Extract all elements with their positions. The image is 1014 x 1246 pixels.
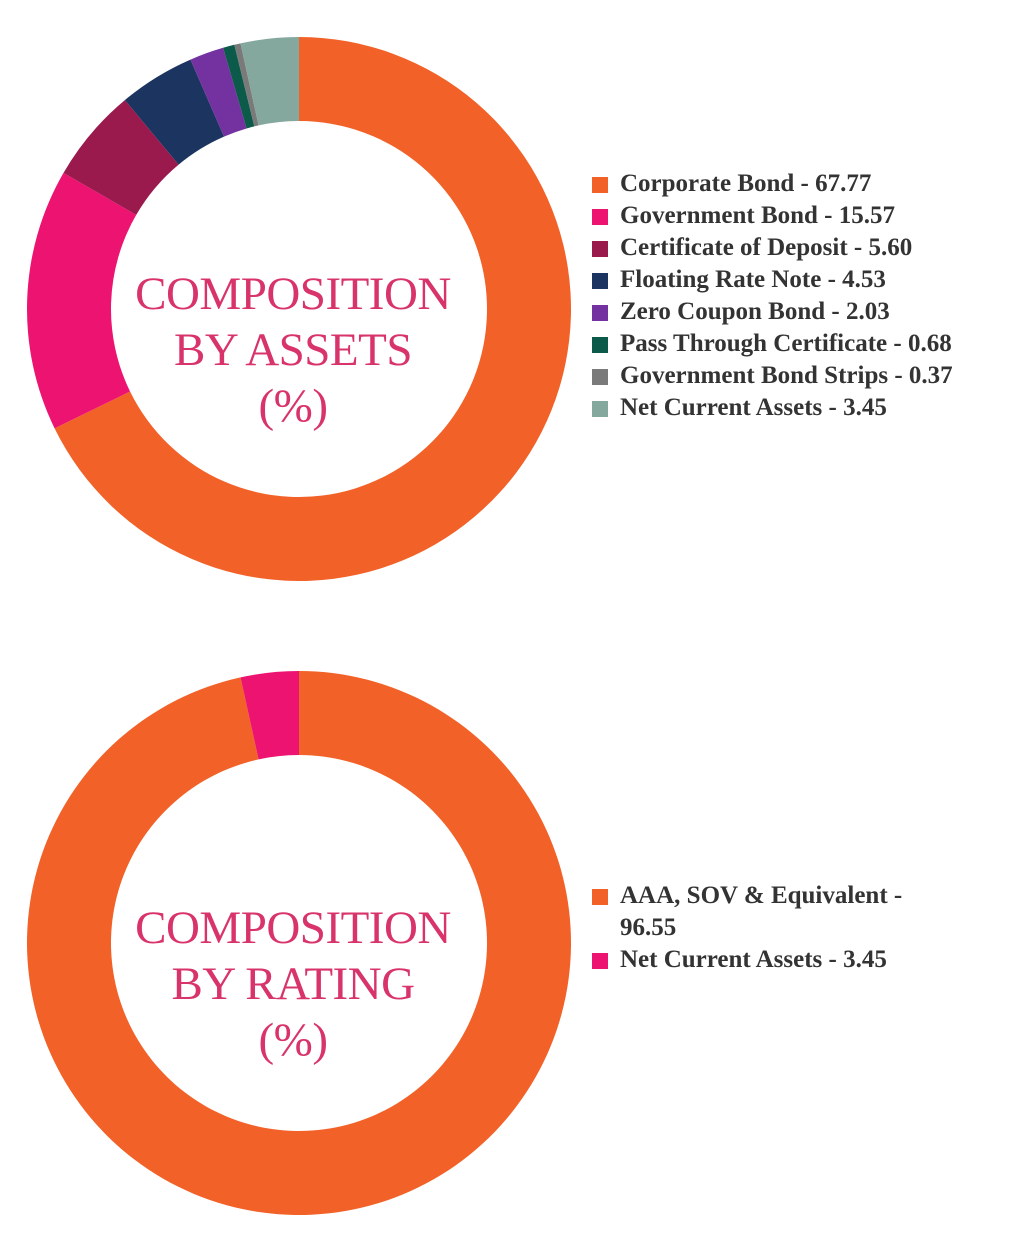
legend-swatch	[592, 401, 608, 417]
legend-label: Pass Through Certificate - 0.68	[620, 330, 952, 357]
legend-swatch	[592, 305, 608, 321]
legend-swatch	[592, 273, 608, 289]
legend-swatch	[592, 209, 608, 225]
rating-title-line-2: BY RATING	[171, 958, 415, 1010]
legend-swatch	[592, 241, 608, 257]
assets-title-line-3: (%)	[258, 380, 328, 432]
assets-donut-chart	[27, 37, 572, 581]
donut-slice-government-bond-strips	[234, 43, 259, 127]
legend-swatch	[592, 337, 608, 353]
legend-item-government-bond: Government Bond - 15.57	[592, 200, 953, 232]
rating-title-line-1: COMPOSITION	[135, 902, 451, 954]
legend-label: Certificate of Deposit - 5.60	[620, 234, 913, 261]
legend-item-government-bond-strips: Government Bond Strips - 0.37	[592, 360, 953, 392]
donut-slice-corporate-bond	[54, 37, 572, 581]
rating-chart: COMPOSITION BY RATING (%) AAA, SOV & Equ…	[0, 630, 1014, 1246]
assets-chart: COMPOSITION BY ASSETS (%) Corporate Bond…	[0, 0, 1014, 600]
donut-slice-certificate-of-deposit	[63, 100, 179, 215]
legend-label: Floating Rate Note - 4.53	[620, 266, 886, 293]
rating-title-line-3: (%)	[258, 1014, 328, 1066]
donut-slice-government-bond	[27, 172, 137, 429]
legend-item-certificate-of-deposit: Certificate of Deposit - 5.60	[592, 232, 953, 264]
rating-donut-chart	[27, 671, 572, 1215]
legend-item-corporate-bond: Corporate Bond - 67.77	[592, 168, 953, 200]
assets-legend: Corporate Bond - 67.77 Government Bond - …	[592, 168, 953, 424]
legend-item-aaa-sov-equivalent: AAA, SOV & Equivalent - 96.55	[592, 880, 952, 944]
rating-legend: AAA, SOV & Equivalent - 96.55 Net Current…	[592, 880, 952, 976]
legend-label: Net Current Assets - 3.45	[620, 394, 887, 421]
legend-label: Government Bond - 15.57	[620, 202, 895, 229]
donut-slice-net-current-assets	[240, 671, 299, 760]
legend-swatch	[592, 889, 608, 905]
legend-label: AAA, SOV & Equivalent - 96.55	[620, 882, 903, 941]
donut-slice-floating-rate-note	[124, 59, 225, 165]
legend-label: Zero Coupon Bond - 2.03	[620, 298, 890, 325]
legend-label: Net Current Assets - 3.45	[620, 946, 887, 973]
donut-slice-aaa-sov-equivalent	[27, 671, 572, 1215]
legend-swatch	[592, 953, 608, 969]
donut-slice-pass-through-certificate	[223, 44, 255, 129]
assets-title-line-2: BY ASSETS	[174, 324, 412, 376]
donut-slice-zero-coupon-bond	[190, 47, 247, 137]
legend-item-floating-rate-note: Floating Rate Note - 4.53	[592, 264, 953, 296]
legend-item-net-current-assets: Net Current Assets - 3.45	[592, 944, 952, 976]
legend-label: Corporate Bond - 67.77	[620, 170, 872, 197]
legend-item-pass-through-certificate: Pass Through Certificate - 0.68	[592, 328, 953, 360]
legend-swatch	[592, 369, 608, 385]
rating-chart-title: COMPOSITION BY RATING (%)	[120, 900, 466, 1068]
legend-item-zero-coupon-bond: Zero Coupon Bond - 2.03	[592, 296, 953, 328]
assets-chart-title: COMPOSITION BY ASSETS (%)	[120, 266, 466, 434]
donut-slice-net-current-assets	[240, 37, 299, 126]
legend-swatch	[592, 177, 608, 193]
assets-title-line-1: COMPOSITION	[135, 268, 451, 320]
legend-label: Government Bond Strips - 0.37	[620, 362, 953, 389]
legend-item-net-current-assets: Net Current Assets - 3.45	[592, 392, 953, 424]
